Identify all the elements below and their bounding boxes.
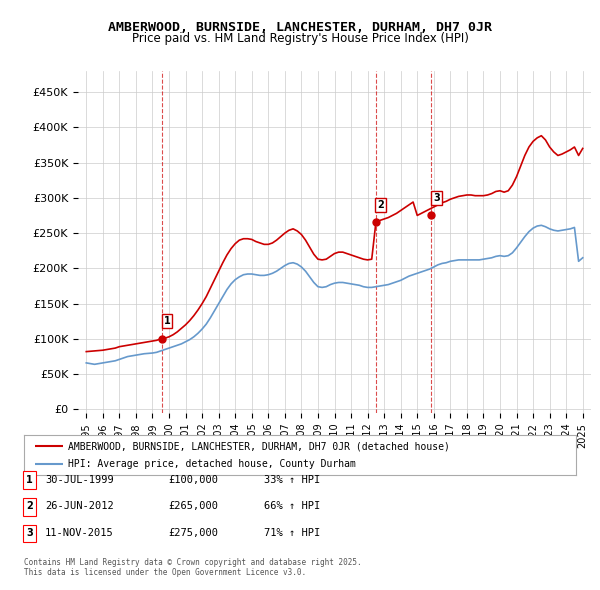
Text: 1: 1 <box>26 475 33 484</box>
Text: £275,000: £275,000 <box>168 528 218 537</box>
Text: £265,000: £265,000 <box>168 502 218 511</box>
Text: HPI: Average price, detached house, County Durham: HPI: Average price, detached house, Coun… <box>68 458 356 468</box>
Text: 71% ↑ HPI: 71% ↑ HPI <box>264 528 320 537</box>
Text: 66% ↑ HPI: 66% ↑ HPI <box>264 502 320 511</box>
Text: 33% ↑ HPI: 33% ↑ HPI <box>264 475 320 484</box>
Text: 3: 3 <box>26 528 33 537</box>
Text: AMBERWOOD, BURNSIDE, LANCHESTER, DURHAM, DH7 0JR (detached house): AMBERWOOD, BURNSIDE, LANCHESTER, DURHAM,… <box>68 441 450 451</box>
Text: 30-JUL-1999: 30-JUL-1999 <box>45 475 114 484</box>
Text: 2: 2 <box>377 200 384 210</box>
Text: 11-NOV-2015: 11-NOV-2015 <box>45 528 114 537</box>
Text: 1: 1 <box>164 316 170 326</box>
Text: AMBERWOOD, BURNSIDE, LANCHESTER, DURHAM, DH7 0JR: AMBERWOOD, BURNSIDE, LANCHESTER, DURHAM,… <box>108 21 492 34</box>
Text: Price paid vs. HM Land Registry's House Price Index (HPI): Price paid vs. HM Land Registry's House … <box>131 32 469 45</box>
Text: Contains HM Land Registry data © Crown copyright and database right 2025.
This d: Contains HM Land Registry data © Crown c… <box>24 558 362 577</box>
Text: £100,000: £100,000 <box>168 475 218 484</box>
Text: 26-JUN-2012: 26-JUN-2012 <box>45 502 114 511</box>
Text: 3: 3 <box>433 193 440 203</box>
Text: 2: 2 <box>26 502 33 511</box>
